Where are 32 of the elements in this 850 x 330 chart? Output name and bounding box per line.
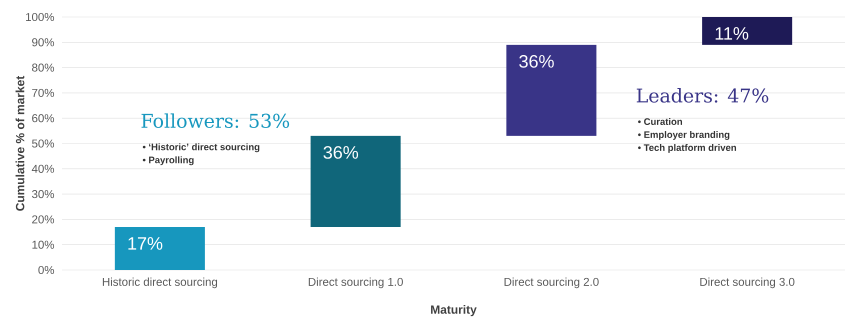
data-label: 36%	[323, 146, 358, 159]
y-tick-label: 100%	[26, 12, 54, 22]
y-tick-label: 60%	[32, 114, 54, 122]
data-label: 11%	[716, 27, 748, 40]
x-tick-label: Direct sourcing 1.0	[308, 278, 403, 288]
x-axis-title: Maturity	[431, 305, 477, 316]
bar	[506, 44, 596, 136]
y-tick-label: 0%	[38, 266, 54, 274]
annotation: • Payrolling	[142, 156, 194, 166]
y-tick-label: 90%	[32, 38, 54, 46]
annotation: Leaders: 47%	[636, 88, 768, 103]
y-tick-label: 50%	[32, 139, 54, 148]
bar	[310, 136, 401, 227]
bar	[114, 226, 205, 270]
annotation: Followers: 53%	[142, 113, 290, 128]
x-tick-label: Historic direct sourcing	[102, 278, 218, 288]
annotation: • Tech platform driven	[638, 144, 736, 153]
y-tick-label: 80%	[32, 64, 54, 72]
y-tick-label: 70%	[32, 88, 54, 97]
y-tick-label: 10%	[32, 240, 54, 249]
data-label: 36%	[519, 55, 554, 68]
x-tick-label: Direct sourcing 3.0	[700, 278, 794, 288]
y-tick-label: 40%	[32, 164, 54, 173]
y-tick-label: 20%	[32, 215, 54, 224]
annotation: • ‘Historic’ direct sourcing	[142, 143, 260, 152]
y-axis-title: Cumulative % of market	[16, 76, 24, 211]
x-tick-label: Direct sourcing 2.0	[504, 278, 599, 288]
y-tick-label: 30%	[32, 190, 54, 198]
annotation: • Employer branding	[638, 131, 730, 140]
annotation: • Curation	[638, 118, 682, 125]
bar	[702, 17, 792, 45]
data-label: 17%	[128, 237, 162, 250]
